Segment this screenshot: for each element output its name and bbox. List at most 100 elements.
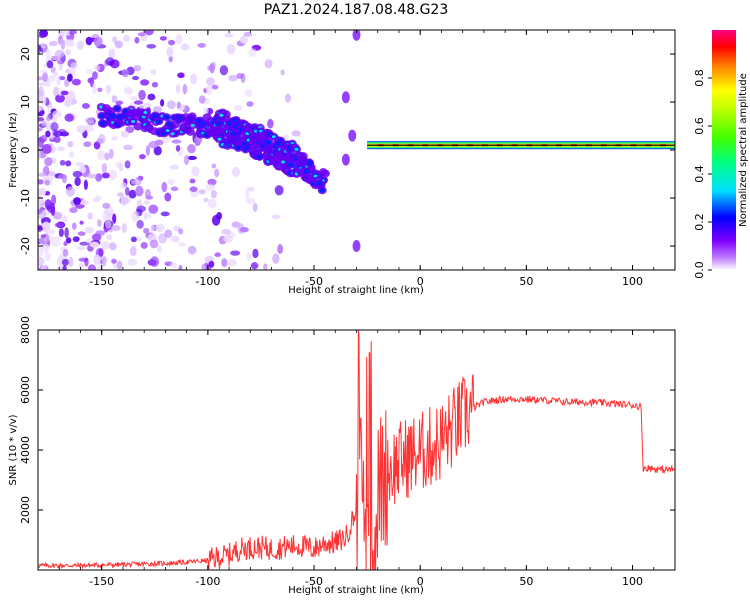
spectrogram-noise-blob xyxy=(166,100,176,110)
spectrogram-noise-blob xyxy=(271,214,281,220)
spectrogram-noise-blob xyxy=(191,166,200,177)
spectrogram-noise-blob xyxy=(62,264,67,270)
spectrogram-noise-blob xyxy=(267,118,274,129)
spectrogram-noise-blob xyxy=(58,128,66,133)
spectrogram-noise-blob xyxy=(81,102,90,109)
spectrogram-noise-blob xyxy=(111,224,121,232)
spectrogram-noise-blob xyxy=(246,252,252,261)
spectrogram-noise-blob xyxy=(221,258,228,268)
figure-title: PAZ1.2024.187.08.48.G23 xyxy=(264,2,449,18)
spectrogram-noise-blob xyxy=(72,236,80,243)
spectrogram-xlabel: Height of straight line (km) xyxy=(288,285,424,296)
spectrogram-noise-blob xyxy=(44,251,52,262)
spectrogram-noise-blob xyxy=(42,45,49,54)
spectrogram-noise-blob xyxy=(206,77,215,86)
spectrogram-noise-blob xyxy=(147,211,152,219)
spectrogram-noise-blob xyxy=(69,30,77,35)
spectrogram-xtick-label: 100 xyxy=(622,275,643,288)
spectrogram-noise-blob xyxy=(176,101,181,109)
spectrogram-noise-blob xyxy=(83,179,88,190)
spectrogram-noise-blob xyxy=(280,69,285,76)
spectrogram-noise-blob xyxy=(123,34,130,43)
spectrogram-noise-blob xyxy=(101,163,108,174)
spectrogram-noise-blob xyxy=(38,172,47,177)
spectrogram-noise-blob xyxy=(245,197,256,205)
spectrogram-ridge-blob xyxy=(187,112,197,121)
spectrogram-isolated-blob xyxy=(341,91,350,104)
spectrogram-noise-blob xyxy=(211,84,219,90)
spectrogram-noise-blob xyxy=(60,39,66,50)
spectrogram-noise-blob xyxy=(97,219,102,227)
spectrogram-noise-blob xyxy=(38,209,47,220)
spectrogram-ytick-label: -10 xyxy=(19,189,32,207)
spectrogram-noise-blob xyxy=(116,260,123,270)
spectrogram-noise-blob xyxy=(187,144,196,154)
snr-xtick-label: 50 xyxy=(519,575,533,588)
spectrogram-noise-blob xyxy=(221,229,232,235)
spectrogram-noise-blob xyxy=(158,233,168,244)
spectrogram-noise-blob xyxy=(178,264,183,270)
spectrogram-noise-blob xyxy=(54,49,65,58)
spectrogram-noise-blob xyxy=(92,196,100,203)
spectrogram-noise-blob xyxy=(105,57,115,66)
spectrogram-noise-blob xyxy=(135,185,144,197)
spectrogram-noise-blob xyxy=(38,187,47,196)
spectrogram-noise-blob xyxy=(44,235,49,244)
spectrogram-noise-blob xyxy=(41,96,47,106)
spectrogram-noise-blob xyxy=(144,189,151,199)
spectrogram-noise-blob xyxy=(197,43,207,48)
spectrogram-noise-blob xyxy=(128,189,137,199)
spectrogram-noise-blob xyxy=(247,186,255,192)
spectrogram-ridge-core xyxy=(98,113,105,119)
spectrogram-noise-blob xyxy=(109,242,117,251)
spectrogram-noise-blob xyxy=(97,150,105,161)
spectrogram-noise-blob xyxy=(72,170,83,178)
spectrogram-noise-blob xyxy=(223,234,234,243)
spectrogram-noise-blob xyxy=(159,36,167,41)
spectrogram-ridge-core xyxy=(99,120,106,126)
spectrogram-ridge-peak xyxy=(170,132,175,136)
spectrogram-noise-blob xyxy=(170,235,180,243)
spectrogram-ridge-core xyxy=(316,180,323,186)
spectrogram-noise-blob xyxy=(64,113,75,122)
spectrogram-noise-blob xyxy=(170,186,179,192)
spectrogram-noise-blob xyxy=(76,125,86,133)
spectrogram-noise-blob xyxy=(112,213,117,224)
spectrogram-noise-blob xyxy=(111,95,118,103)
spectrogram-noise-blob xyxy=(73,197,81,205)
colorbar-ticks: 0.0 0.2 0.4 0.6 0.8 xyxy=(693,69,712,279)
spectrogram-noise-blob xyxy=(38,224,43,232)
spectrogram-xtick-label: -50 xyxy=(305,275,323,288)
spectrogram-noise-blob xyxy=(243,31,253,37)
spectrogram-noise-blob xyxy=(182,83,188,95)
spectrogram-noise-blob xyxy=(150,69,157,75)
spectrogram-ridge-core xyxy=(276,141,283,147)
spectrogram-ridge-blob xyxy=(133,122,143,131)
spectrogram-noise-blob xyxy=(178,241,186,248)
spectrogram-noise-blob xyxy=(38,150,41,162)
spectrogram-noise-blob xyxy=(101,241,110,250)
spectrogram-noise-blob xyxy=(189,178,196,184)
spectrogram-noise-blob xyxy=(211,163,217,169)
spectrogram-noise-blob xyxy=(98,133,106,145)
spectrogram-ridge-core xyxy=(114,105,121,111)
spectrogram-noise-blob xyxy=(60,90,69,96)
spectrogram-noise-blob xyxy=(56,264,64,270)
spectrogram-noise-blob xyxy=(83,141,92,148)
spectrogram-noise-blob xyxy=(246,101,254,107)
spectrogram-ridge-core xyxy=(306,160,313,166)
spectrogram-ridge-peak xyxy=(143,110,148,114)
spectrogram-noise-blob xyxy=(52,114,57,124)
spectrogram-noise-blob xyxy=(143,102,152,108)
spectrogram-noise-blob xyxy=(41,221,51,232)
spectrogram-noise-blob xyxy=(252,248,259,259)
spectrogram-noise-blob xyxy=(93,254,101,265)
spectrogram-noise-blob xyxy=(84,124,94,133)
spectrogram-noise-blob xyxy=(239,35,248,44)
spectrogram-noise-blob xyxy=(198,189,206,195)
spectrogram-noise-blob xyxy=(127,258,138,266)
spectrogram-noise-blob xyxy=(86,69,94,74)
spectrogram-noise-blob xyxy=(124,86,133,95)
